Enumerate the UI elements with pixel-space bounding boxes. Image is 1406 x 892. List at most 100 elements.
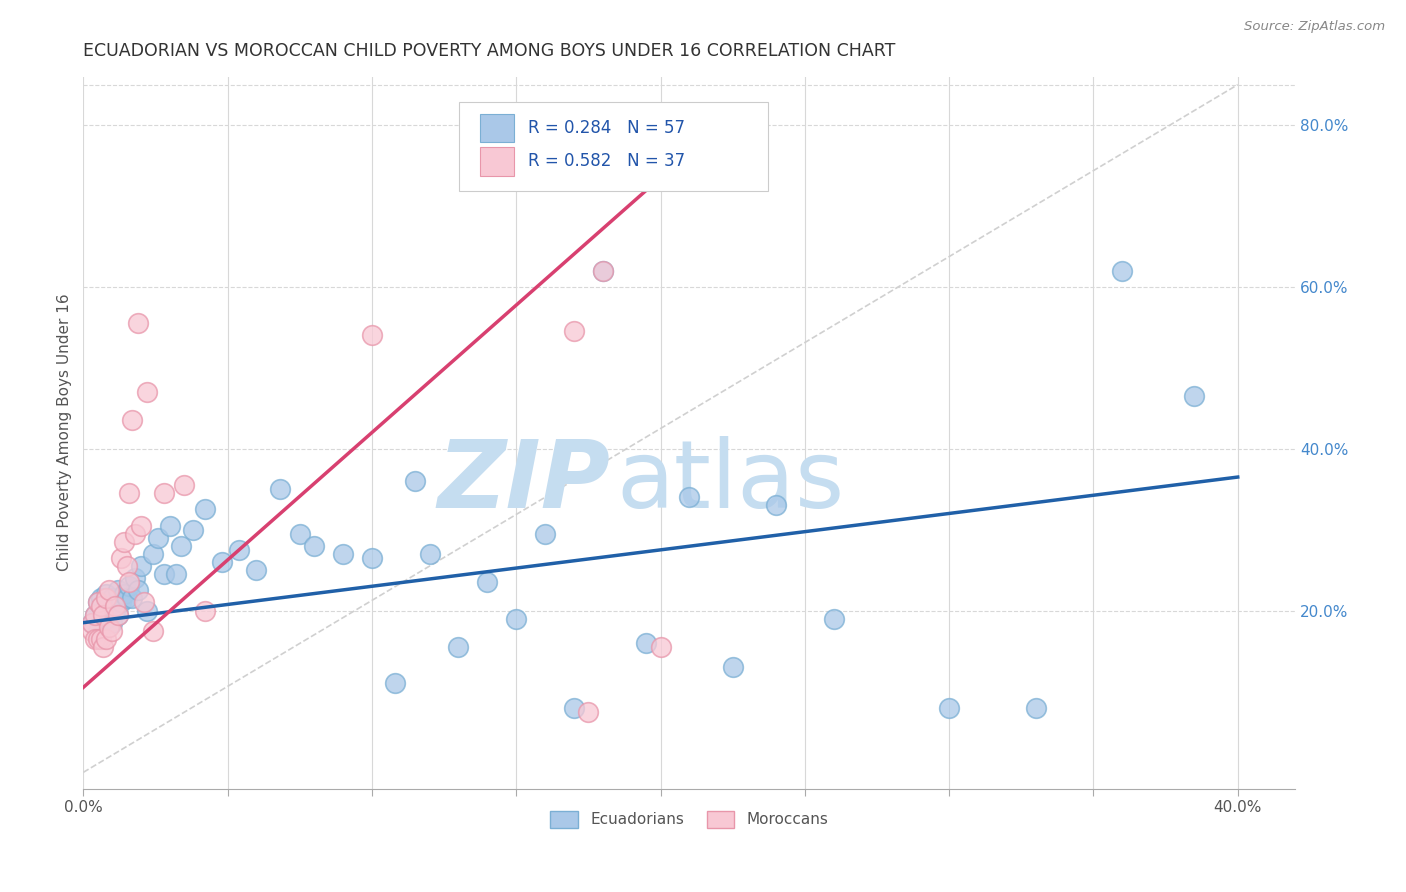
Point [534,526,557,541]
Point [165,567,187,582]
Point [505,612,527,626]
Point [121,413,143,427]
Point [124,571,146,585]
Point [98,599,121,614]
Point [384,676,406,690]
Point [90,591,112,606]
Point [1184,389,1206,403]
Point [80,615,103,630]
Point [678,490,700,504]
Point [93,607,115,622]
Point [142,547,165,561]
Point [87,595,110,609]
Point [96,591,118,606]
Point [107,607,129,622]
Point [193,603,215,617]
Point [101,615,124,630]
Point [110,551,132,566]
Point [104,599,127,614]
Point [80,624,103,638]
Text: R = 0.582   N = 37: R = 0.582 N = 37 [529,153,685,170]
Point [1111,264,1133,278]
Point [115,559,138,574]
Point [107,583,129,598]
Point [118,486,141,500]
Point [96,632,118,646]
Point [170,539,193,553]
Point [98,583,121,598]
Point [148,531,170,545]
Point [153,567,176,582]
Point [361,551,384,566]
Point [112,587,135,601]
Point [112,534,135,549]
Point [1025,700,1047,714]
Point [721,660,744,674]
Point [269,482,291,496]
Point [159,518,181,533]
Point [96,587,118,601]
Bar [479,147,513,176]
Point [562,325,585,339]
Point [90,632,112,646]
Text: ECUADORIAN VS MOROCCAN CHILD POVERTY AMONG BOYS UNDER 16 CORRELATION CHART: ECUADORIAN VS MOROCCAN CHILD POVERTY AMO… [83,42,896,60]
Point [87,632,110,646]
Text: Source: ZipAtlas.com: Source: ZipAtlas.com [1244,20,1385,33]
Point [477,575,499,590]
Point [636,636,658,650]
Point [361,328,384,343]
Point [332,547,354,561]
Text: atlas: atlas [617,436,845,528]
Point [87,624,110,638]
Point [142,624,165,638]
Point [107,607,129,622]
Point [823,612,845,626]
Text: ZIP: ZIP [437,436,610,528]
Point [104,603,127,617]
Point [135,603,157,617]
Point [118,575,141,590]
Point [404,474,426,488]
Point [592,264,614,278]
Point [83,632,105,646]
Point [562,700,585,714]
Point [101,624,124,638]
Point [228,542,250,557]
Point [193,502,215,516]
Y-axis label: Child Poverty Among Boys Under 16: Child Poverty Among Boys Under 16 [58,293,72,572]
Point [447,640,470,654]
Point [115,591,138,606]
Point [80,615,103,630]
Point [288,526,311,541]
Point [173,478,195,492]
Point [101,591,124,606]
Point [938,700,960,714]
Point [90,599,112,614]
Point [576,705,599,719]
Text: R = 0.284   N = 57: R = 0.284 N = 57 [529,119,685,136]
Point [93,640,115,654]
FancyBboxPatch shape [460,102,768,191]
Point [127,583,149,598]
Point [592,264,614,278]
Point [87,595,110,609]
Point [302,539,325,553]
Point [132,595,155,609]
Point [245,563,267,577]
Point [121,591,143,606]
Point [419,547,441,561]
Legend: Ecuadorians, Moroccans: Ecuadorians, Moroccans [544,805,835,834]
Point [650,640,672,654]
Point [110,595,132,609]
Point [124,526,146,541]
Point [129,559,152,574]
Point [98,620,121,634]
Point [211,555,233,569]
Point [118,579,141,593]
Point [83,607,105,622]
Point [181,523,204,537]
Point [129,518,152,533]
Point [93,603,115,617]
Point [83,607,105,622]
Point [153,486,176,500]
